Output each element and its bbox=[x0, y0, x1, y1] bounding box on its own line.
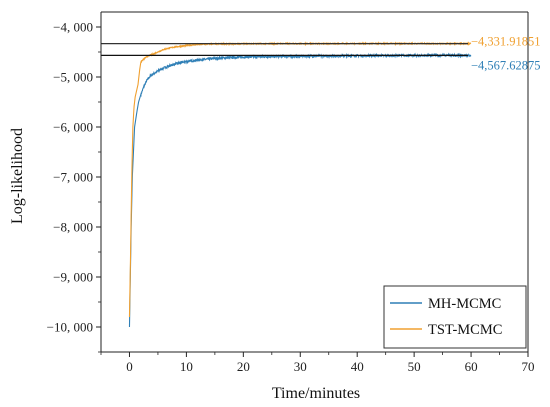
x-tick-label: 70 bbox=[522, 359, 535, 374]
y-tick-label: −4, 000 bbox=[53, 20, 93, 35]
reference-lines: −4,331.91851 −4,567.62875 bbox=[101, 35, 541, 72]
legend-label: TST-MCMC bbox=[428, 322, 502, 338]
y-tick-label: −9, 000 bbox=[53, 270, 93, 285]
x-axis-title: Time/minutes bbox=[272, 385, 360, 402]
y-tick-label: −8, 000 bbox=[53, 220, 93, 235]
legend-box bbox=[383, 285, 527, 349]
x-tick-label: 20 bbox=[237, 359, 250, 374]
y-tick-label: −10, 000 bbox=[47, 320, 93, 335]
legend-label: MH-MCMC bbox=[428, 296, 501, 312]
y-tick-label: −5, 000 bbox=[53, 70, 93, 85]
x-tick-label: 50 bbox=[408, 359, 421, 374]
x-tick-label: 40 bbox=[351, 359, 364, 374]
x-tick-label: 10 bbox=[180, 359, 193, 374]
y-axis-title: Log-likelihood bbox=[9, 128, 26, 224]
y-tick-label: −7, 000 bbox=[53, 170, 93, 185]
plot-area bbox=[128, 41, 472, 328]
x-tick-label: 60 bbox=[465, 359, 478, 374]
x-tick-label: 0 bbox=[126, 359, 133, 374]
series-line-tst-mcmc bbox=[128, 41, 472, 318]
y-tick-label: −6, 000 bbox=[53, 120, 93, 135]
reference-label-1: −4,331.91851 bbox=[471, 35, 541, 49]
legend: MH-MCMC TST-MCMC bbox=[383, 285, 527, 349]
axes: 0 10 20 30 40 50 60 70 −4, 000 −5, 000 −6, 000 −7, … bbox=[47, 11, 535, 374]
reference-label-2: −4,567.62875 bbox=[471, 58, 541, 72]
x-tick-label: 30 bbox=[294, 359, 307, 374]
